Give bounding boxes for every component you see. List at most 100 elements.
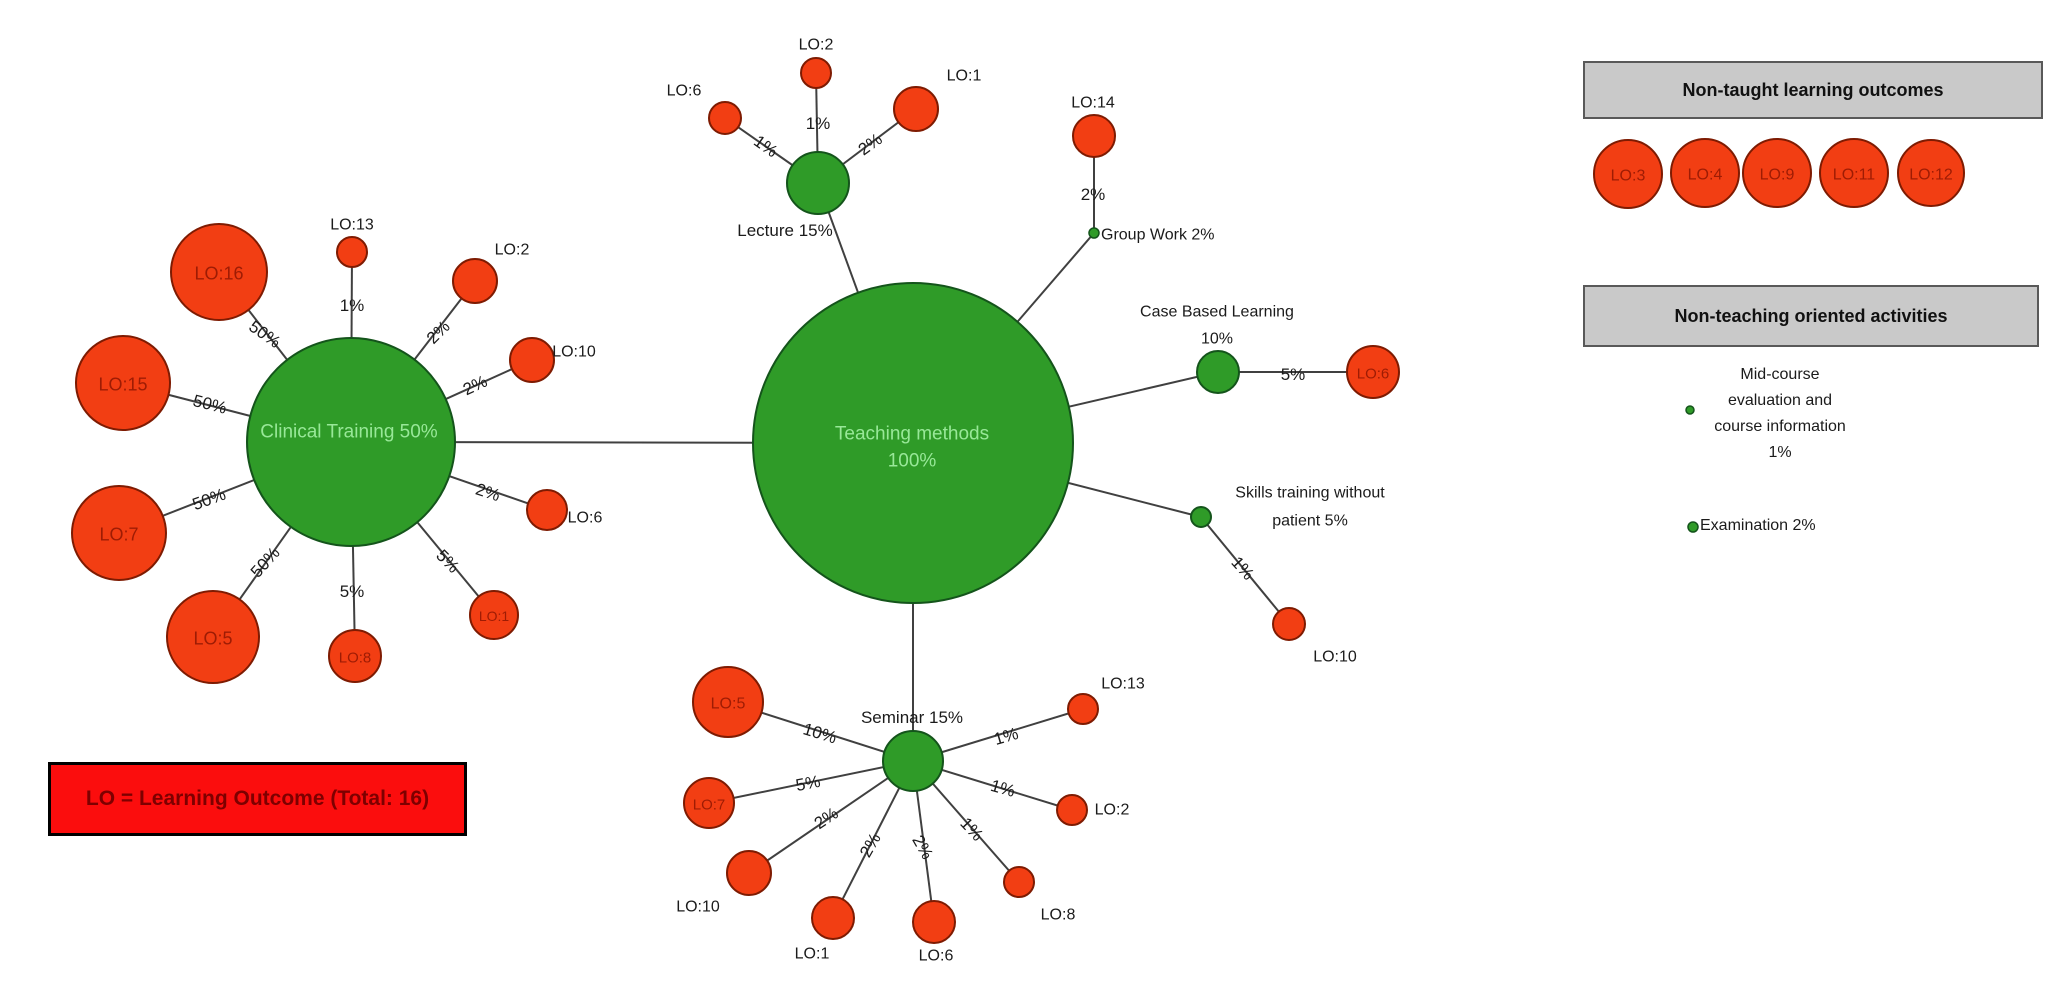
- pct-lecture-lo1: 2%: [855, 129, 886, 159]
- node-clinical-lo13: [336, 236, 368, 268]
- label-skills-lo10: LO:10: [1313, 649, 1357, 666]
- node-seminar: [882, 730, 944, 792]
- label-lecture-title: Lecture 15%: [737, 221, 832, 240]
- node-seminar-lo10: [726, 850, 772, 896]
- examination-label: Examination 2%: [1700, 517, 1816, 534]
- label-clinical-lo1: LO:1: [479, 608, 510, 624]
- node-clinical-lo6: [526, 489, 568, 531]
- pct-seminar-lo13: 1%: [992, 724, 1021, 749]
- node-group-work-dot: [1088, 227, 1100, 239]
- node-nontaught-lo12: [1897, 139, 1965, 207]
- label-seminar-lo5: LO:5: [711, 696, 746, 713]
- label-cbl-lo6: LO:6: [1357, 365, 1390, 382]
- node-seminar-lo1: [811, 896, 855, 940]
- pct-seminar-lo5: 10%: [801, 719, 839, 747]
- node-clinical-training: [246, 337, 456, 547]
- label-cbl-title: Case Based Learning 10%: [1140, 304, 1294, 348]
- edge-seminar-lo7: [708, 760, 914, 804]
- node-seminar-lo7: [683, 777, 735, 829]
- node-skills-lo10: [1272, 607, 1306, 641]
- node-groupwork-lo14: [1072, 114, 1116, 158]
- node-case-based-learning: [1196, 350, 1240, 394]
- pct-clinical-lo6: 2%: [473, 480, 502, 506]
- pct-seminar-lo7: 5%: [794, 772, 822, 795]
- label-seminar-lo2: LO:2: [1095, 802, 1130, 819]
- label-seminar-lo10: LO:10: [676, 899, 720, 916]
- pct-clinical-lo15: 50%: [191, 391, 229, 418]
- node-midcourse-dot: [1685, 405, 1695, 415]
- label-seminar-lo13: LO:13: [1101, 676, 1145, 693]
- node-clinical-lo16: [170, 223, 268, 321]
- label-lecture-lo6: LO:6: [667, 83, 702, 100]
- edge-seminar-lo10: [748, 760, 914, 874]
- midcourse-evaluation-label: Mid-course evaluation and course informa…: [1670, 362, 1890, 466]
- label-seminar-title: Seminar 15%: [861, 708, 963, 727]
- node-lecture-lo2: [800, 57, 832, 89]
- label-lecture-lo2: LO:2: [799, 37, 834, 54]
- node-teaching-methods: [752, 282, 1074, 604]
- lo-legend-text: LO = Learning Outcome (Total: 16): [85, 787, 430, 810]
- node-skills-training-dot: [1190, 506, 1212, 528]
- node-clinical-lo5: [166, 590, 260, 684]
- midcourse-line-3: course information: [1714, 418, 1846, 435]
- node-lecture-lo6: [708, 101, 742, 135]
- label-clinical-lo15: LO:15: [98, 374, 147, 394]
- non-taught-header-label: Non-taught learning outcomes: [1682, 79, 1944, 100]
- non-teaching-header-label: Non-teaching oriented activities: [1674, 305, 1948, 326]
- pct-lecture-lo6: 1%: [750, 132, 781, 162]
- pct-clinical-lo5: 50%: [247, 543, 284, 581]
- pct-groupwork-lo14: 2%: [1081, 185, 1106, 204]
- pct-seminar-lo6: 2%: [908, 832, 937, 863]
- node-clinical-lo2: [452, 258, 498, 304]
- label-lecture-lo1: LO:1: [947, 68, 982, 85]
- label-nontaught-lo3: LO:3: [1611, 168, 1646, 185]
- node-cbl-lo6: [1346, 345, 1400, 399]
- node-seminar-lo8: [1003, 866, 1035, 898]
- label-clinical-title: Clinical Training 50%: [260, 422, 438, 443]
- label-clinical-lo2: LO:2: [495, 242, 530, 259]
- node-nontaught-lo11: [1819, 138, 1889, 208]
- pct-clinical-lo8: 5%: [340, 582, 365, 601]
- pct-cbl-lo6: 5%: [1281, 365, 1306, 384]
- node-clinical-lo10: [509, 337, 555, 383]
- label-clinical-lo6: LO:6: [568, 510, 603, 527]
- pct-seminar-lo1: 2%: [856, 830, 885, 861]
- label-clinical-lo10: LO:10: [552, 344, 596, 361]
- non-teaching-oriented-activities-header: Non-teaching oriented activities: [1583, 285, 2039, 347]
- label-teaching-title: Teaching methods 100%: [835, 424, 989, 472]
- label-nontaught-lo12: LO:12: [1909, 167, 1953, 184]
- pct-lecture-lo2: 1%: [806, 114, 831, 133]
- node-seminar-lo6: [912, 900, 956, 944]
- node-seminar-lo5: [692, 666, 764, 738]
- midcourse-line-1: Mid-course: [1740, 366, 1820, 383]
- lo-legend-box: LO = Learning Outcome (Total: 16): [48, 762, 467, 836]
- label-seminar-lo6: LO:6: [919, 948, 954, 965]
- label-clinical-lo8: LO:8: [339, 649, 372, 666]
- node-seminar-lo2: [1056, 794, 1088, 826]
- edge-skills-lo10: [1200, 516, 1290, 625]
- label-clinical-lo13: LO:13: [330, 217, 374, 234]
- node-clinical-lo15: [75, 335, 171, 431]
- pct-clinical-lo13: 1%: [340, 296, 365, 315]
- label-groupwork-title: Group Work 2%: [1101, 227, 1215, 244]
- label-nontaught-lo9: LO:9: [1760, 167, 1795, 184]
- node-nontaught-lo4: [1670, 138, 1740, 208]
- label-skills-title: Skills training without patient 5%: [1235, 485, 1385, 530]
- node-clinical-lo1: [469, 590, 519, 640]
- label-nontaught-lo11: LO:11: [1833, 167, 1876, 184]
- label-seminar-lo7: LO:7: [693, 796, 726, 813]
- node-nontaught-lo9: [1742, 138, 1812, 208]
- label-nontaught-lo4: LO:4: [1688, 167, 1723, 184]
- pct-seminar-lo2: 1%: [988, 776, 1017, 801]
- node-clinical-lo7: [71, 485, 167, 581]
- label-clinical-lo16: LO:16: [194, 263, 243, 283]
- label-clinical-lo7: LO:7: [99, 524, 138, 544]
- node-examination-dot: [1687, 521, 1699, 533]
- midcourse-line-2: evaluation and: [1727, 392, 1833, 409]
- node-seminar-lo13: [1067, 693, 1099, 725]
- midcourse-line-4: 1%: [1768, 444, 1792, 461]
- label-seminar-lo8: LO:8: [1041, 907, 1076, 924]
- label-clinical-lo5: LO:5: [193, 628, 232, 648]
